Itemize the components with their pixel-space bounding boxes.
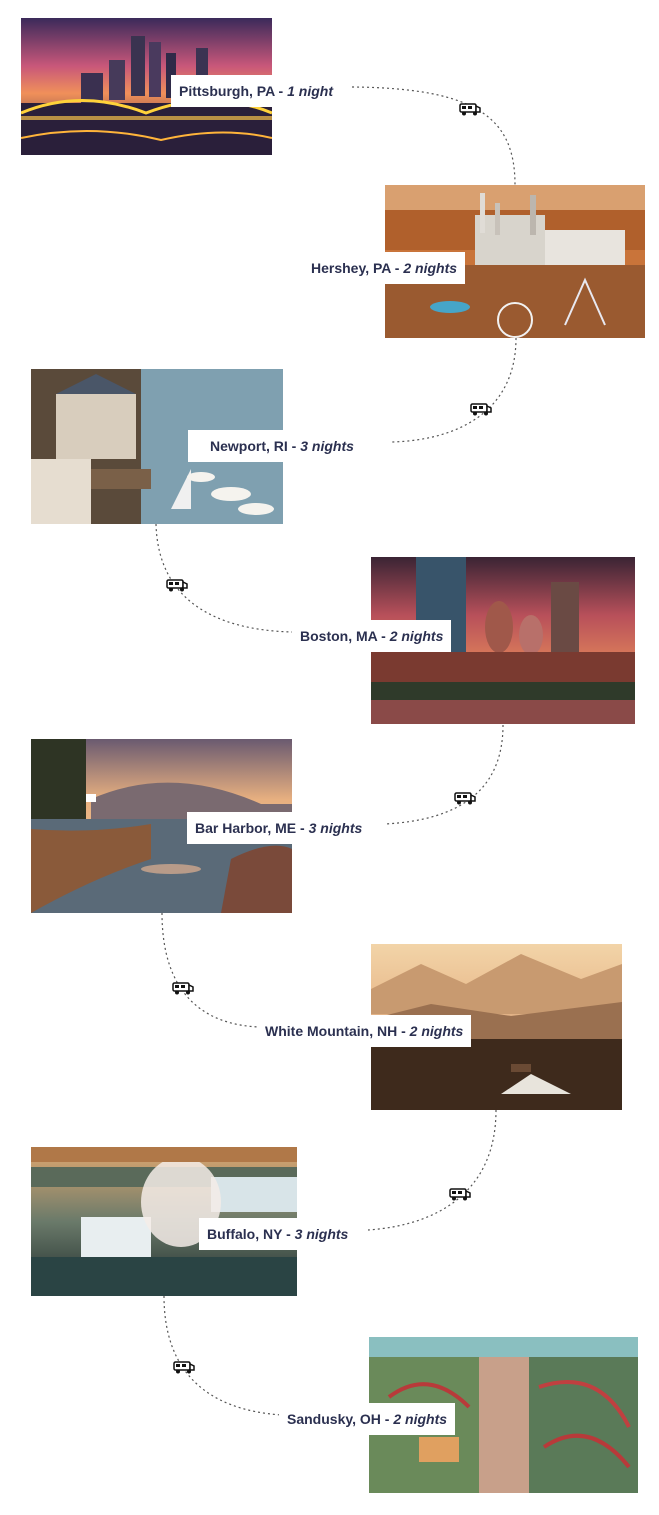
stop-label-buffalo: Buffalo, NY - 3 nights xyxy=(199,1218,357,1250)
stop-separator: - xyxy=(287,438,301,454)
stop-nights: 3 nights xyxy=(308,820,363,836)
stop-separator: - xyxy=(282,1226,295,1242)
stop-separator: - xyxy=(274,83,288,99)
stop-nights: 3 nights xyxy=(294,1226,349,1242)
stop-separator: - xyxy=(296,820,309,836)
rv-camper-icon xyxy=(166,579,188,592)
stop-separator: - xyxy=(377,628,390,644)
stop-city: Boston, MA xyxy=(300,628,378,644)
stop-nights: 1 night xyxy=(287,83,334,99)
stop-city: Sandusky, OH xyxy=(287,1411,381,1427)
stop-city: Buffalo, NY xyxy=(207,1226,283,1242)
photo-buffalo xyxy=(31,1147,297,1296)
photo-pittsburgh xyxy=(21,18,272,155)
rv-camper-icon xyxy=(454,792,476,805)
stop-city: Newport, RI xyxy=(210,438,288,454)
rv-camper-icon xyxy=(459,103,481,116)
stop-nights: 2 nights xyxy=(389,628,444,644)
stop-city: Pittsburgh, PA xyxy=(179,83,275,99)
stop-nights: 2 nights xyxy=(409,1023,464,1039)
stop-label-pittsburgh: Pittsburgh, PA - 1 night xyxy=(171,75,342,107)
stop-city: Hershey, PA xyxy=(311,260,391,276)
stop-nights: 2 nights xyxy=(403,260,458,276)
stop-city: White Mountain, NH xyxy=(265,1023,398,1039)
stop-label-bar-harbor: Bar Harbor, ME - 3 nights xyxy=(187,812,371,844)
stop-label-hershey: Hershey, PA - 2 nights xyxy=(303,252,466,284)
stop-separator: - xyxy=(397,1023,410,1039)
stop-label-boston: Boston, MA - 2 nights xyxy=(292,620,452,652)
stop-nights: 2 nights xyxy=(393,1411,448,1427)
rv-camper-icon xyxy=(173,1361,195,1374)
rv-camper-icon xyxy=(449,1188,471,1201)
photo-hershey xyxy=(385,185,645,338)
stop-nights: 3 nights xyxy=(300,438,354,454)
stop-city: Bar Harbor, ME xyxy=(195,820,297,836)
stop-separator: - xyxy=(390,260,404,276)
stop-separator: - xyxy=(380,1411,394,1427)
stop-label-sandusky: Sandusky, OH - 2 nights xyxy=(279,1403,456,1435)
stop-label-newport: Newport, RI - 3 nights xyxy=(188,430,362,462)
rv-camper-icon xyxy=(470,403,492,416)
stop-label-white-mountain: White Mountain, NH - 2 nights xyxy=(257,1015,472,1047)
rv-camper-icon xyxy=(172,982,194,995)
